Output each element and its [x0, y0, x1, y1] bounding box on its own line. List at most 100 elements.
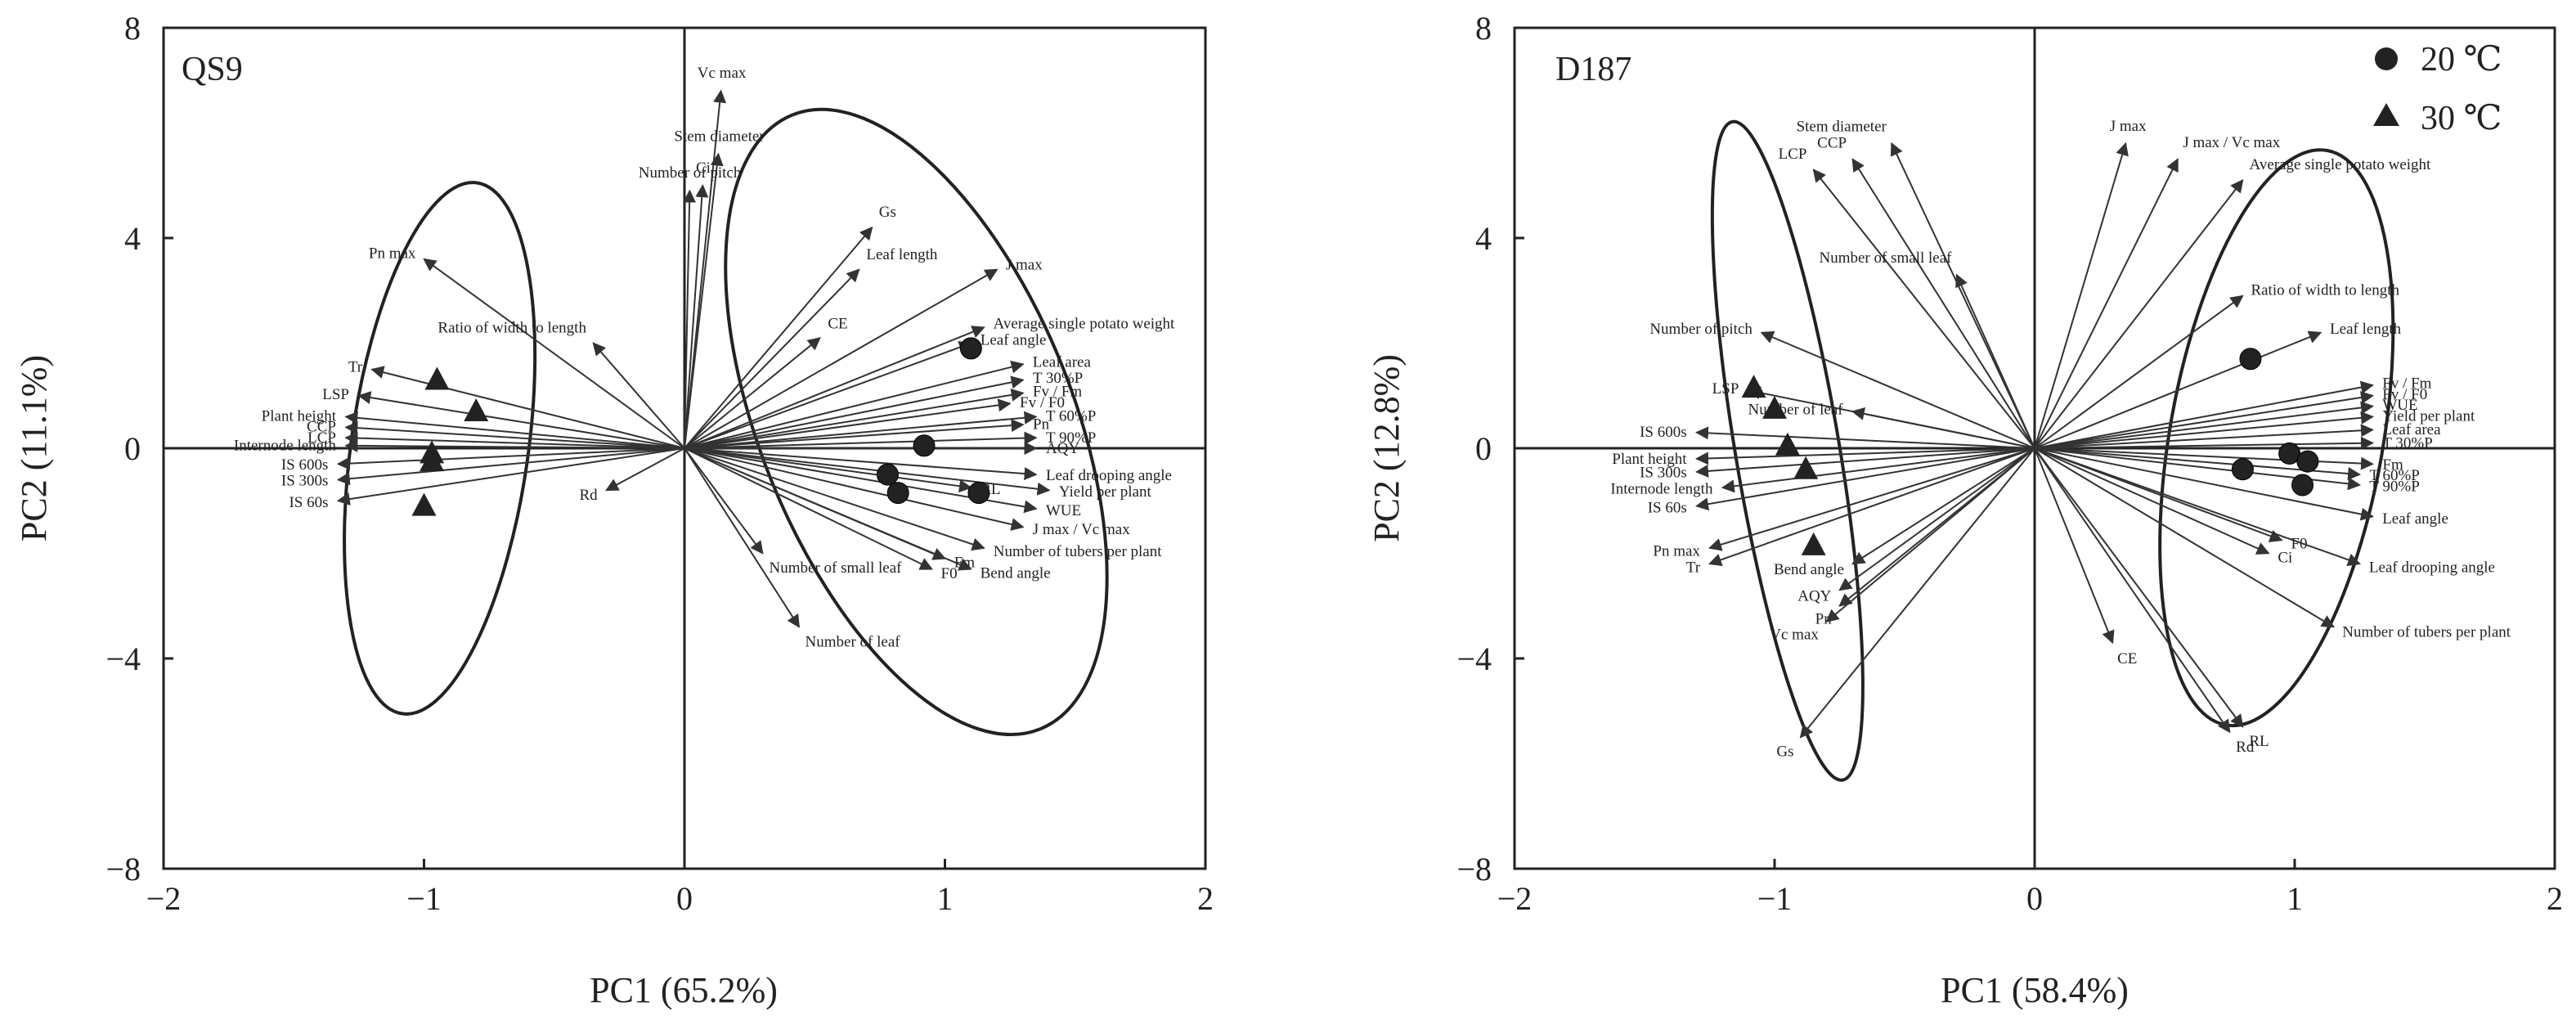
loading-vector-number-of-small-leaf	[684, 447, 764, 555]
loading-vector-tr	[1708, 447, 2035, 567]
loading-vector-leaf-length	[2034, 330, 2322, 449]
vector-label: Fv / F0	[1020, 394, 1065, 411]
x-tick-label: −1	[1757, 880, 1793, 917]
vector-label: Leaf drooping angle	[1046, 467, 1172, 484]
score-point-30c	[1793, 456, 1819, 479]
loading-vector-fv-fm	[684, 388, 1025, 449]
vector-label: Fv / Fm	[2382, 375, 2431, 393]
x-tick-label: −2	[146, 880, 182, 917]
vector-label: Average single potato weight	[2250, 156, 2431, 173]
vector-label: T 90%P	[2369, 478, 2419, 495]
loading-vector-number-of-leaf	[684, 447, 801, 628]
vector-label: T 90%P	[1046, 429, 1096, 447]
x-tick-label: 2	[2547, 880, 2563, 917]
vector-label: Yield per plant	[2382, 407, 2475, 425]
group-ellipse	[1710, 119, 1865, 782]
vector-label: Number of tubers per plant	[994, 543, 1162, 560]
vector-label: Leaf length	[866, 246, 938, 263]
loading-vector-ci	[2034, 447, 2270, 555]
vector-label: Leaf length	[2330, 321, 2402, 338]
loading-vector-stem-diameter	[684, 152, 724, 449]
loading-vector-t-90-p	[684, 431, 1038, 449]
vector-label: Number of leaf	[1748, 402, 1844, 419]
vector-label: Gs	[879, 204, 896, 221]
y-tick-label: −4	[105, 640, 141, 677]
vector-label: LCP	[307, 429, 336, 447]
vector-label: J max	[1006, 257, 1043, 274]
loading-vector-ratio-of-width-to-length	[2034, 294, 2244, 449]
loading-vector-pn-max	[1708, 447, 2035, 551]
loading-vector-rl	[684, 447, 972, 493]
loading-vector-ratio-of-width-to-length	[592, 342, 685, 449]
loading-vector-t-30-p	[2034, 436, 2374, 450]
vector-label: J max	[2110, 118, 2147, 135]
vector-label: IS 60s	[1648, 500, 1687, 517]
vector-label: Pn max	[369, 245, 416, 263]
x-tick-label: 1	[2287, 880, 2303, 917]
vector-label: Ratio of width to length	[438, 319, 586, 336]
loading-vector-bend-angle	[684, 447, 972, 571]
loading-vector-plant-height	[1695, 447, 2035, 465]
loading-vector-plant-height	[344, 411, 685, 449]
loading-vector-lcp	[344, 431, 685, 449]
vector-label: Number of pitch	[639, 164, 742, 182]
loading-vector-leaf-area	[2034, 424, 2374, 449]
vector-label: Pn max	[1653, 543, 1700, 560]
vector-label: Tr	[1686, 559, 1701, 576]
vector-label: Fv / F0	[2382, 386, 2427, 403]
score-point-20c	[967, 482, 990, 505]
loading-vector-average-single-potato-weight	[2034, 179, 2244, 449]
vector-label: Leaf angle	[981, 331, 1047, 348]
vector-label: Vc max	[698, 65, 747, 82]
score-point-30c	[1775, 432, 1800, 456]
vector-label: Number of tubers per plant	[2342, 624, 2511, 641]
x-tick-label: 1	[937, 880, 954, 917]
loading-vector-pn	[684, 419, 1025, 449]
loading-vector-is-60s	[336, 447, 685, 506]
y-tick-label: 4	[124, 220, 141, 257]
vector-label: Pn	[1033, 416, 1050, 433]
legend-label-30c: 30 ℃	[2421, 100, 2502, 137]
x-tick-label: 2	[1197, 880, 1214, 917]
loading-vector-is-600s	[1695, 426, 2035, 449]
vector-label: IS 300s	[1640, 465, 1687, 482]
x-tick-label: 0	[2026, 880, 2043, 917]
vector-label: J max / Vc max	[1033, 521, 1130, 538]
vector-label: Fm	[2382, 456, 2403, 474]
vector-label: WUE	[2382, 397, 2417, 414]
vector-label: WUE	[1046, 502, 1081, 519]
loading-vector-ci	[684, 184, 709, 449]
vector-label: Leaf area	[1033, 353, 1092, 371]
vector-label: CE	[828, 315, 847, 332]
y-tick-label: 8	[1475, 10, 1492, 47]
vector-label: Gs	[1776, 744, 1793, 761]
vector-label: T 30%P	[2382, 434, 2432, 452]
legend-marker-20c	[2375, 47, 2398, 70]
loading-vector-lcp	[1812, 169, 2035, 449]
loading-vector-fv-fm	[2034, 380, 2374, 449]
loading-vector-number-of-small-leaf	[1955, 273, 2035, 449]
score-point-20c	[876, 463, 899, 486]
vector-label: IS 300s	[281, 473, 329, 490]
legend: 20 ℃ 30 ℃	[2373, 41, 2502, 137]
loading-vector-bend-angle	[1851, 447, 2035, 565]
loading-vector-average-single-potato-weight	[684, 326, 985, 449]
vector-label: Internode length	[234, 438, 337, 455]
loading-vector-ce	[684, 337, 821, 449]
vector-label: RL	[2249, 733, 2269, 750]
loading-vector-leaf-drooping-angle	[2034, 447, 2362, 567]
score-point-30c	[424, 366, 450, 390]
loading-vector-yield-per-plant	[684, 447, 1051, 496]
vector-label: T 60%P	[2369, 467, 2419, 484]
vector-label: LSP	[1712, 380, 1739, 398]
loading-vector-yield-per-plant	[2034, 411, 2374, 449]
score-point-20c	[2296, 450, 2319, 473]
loading-vector-fv-f0	[2034, 391, 2374, 449]
y-tick-label: 0	[1475, 430, 1492, 467]
loading-vector-ccp	[1851, 158, 2035, 449]
vector-label: Bend angle	[1774, 561, 1844, 578]
score-point-20c	[886, 482, 909, 505]
panel-label-qs9: QS9	[182, 51, 243, 88]
